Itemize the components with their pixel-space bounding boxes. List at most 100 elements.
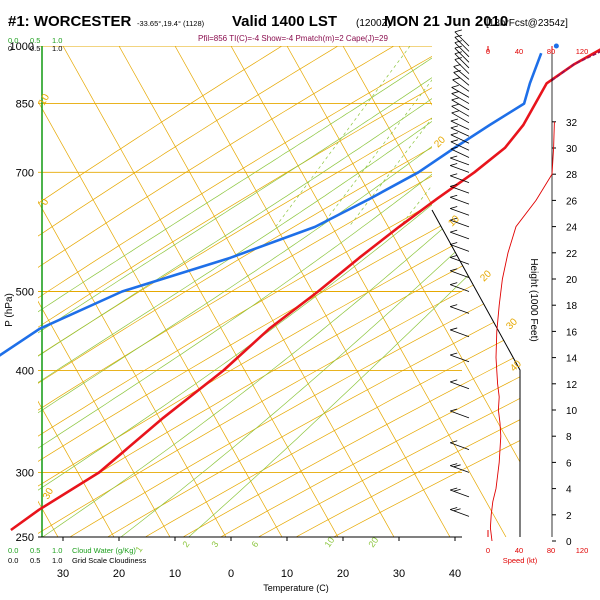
- wind-barb-flag: [453, 64, 461, 67]
- wind-barb-flag: [450, 183, 458, 187]
- legend-bottom-row1-2: 1.0: [52, 546, 62, 555]
- temperature-tick-label: 30: [393, 568, 405, 580]
- surface-dewpoint-dot: [553, 43, 559, 49]
- wind-barb: [453, 64, 470, 80]
- wind-barb-flag: [450, 379, 458, 383]
- zulu-time: (1200Z): [356, 18, 391, 29]
- mixing-ratio-label: 10: [322, 535, 336, 549]
- wind-barb: [450, 268, 470, 278]
- wind-barb-flag: [450, 487, 458, 491]
- wind-barb: [451, 97, 470, 111]
- wind-barb: [450, 327, 470, 338]
- moist-adiabat-line: [38, 46, 479, 537]
- dry-adiabat-line: [38, 46, 520, 537]
- wind-barb-flag: [450, 118, 458, 122]
- wind-barb-staff: [453, 72, 470, 86]
- legend-top-row2-0: 0: [8, 44, 12, 53]
- height-tick-label: 22: [566, 249, 578, 260]
- isotherm-line: [38, 46, 171, 537]
- wind-barb-staff: [454, 36, 470, 52]
- height-tick-label: 2: [566, 511, 572, 522]
- dry-adiabat-line: [38, 46, 520, 537]
- wind-barb-flag: [450, 139, 458, 143]
- station-coords: -33.65°,19.4° (1128): [137, 19, 205, 28]
- speed-top-tick-label: 40: [515, 47, 523, 56]
- speed-bottom-tick-label: 80: [547, 546, 555, 555]
- pressure-tick-label: 400: [16, 366, 34, 378]
- wind-barb-flag: [454, 40, 462, 44]
- temperature-tick-label: 10: [169, 568, 181, 580]
- mixing-ratio-line: [275, 46, 411, 228]
- temperature-line: [10, 48, 600, 532]
- wind-barb-staff: [450, 465, 470, 473]
- dry-adiabat-line: [38, 46, 481, 537]
- wind-barb-staff: [450, 270, 470, 278]
- wind-barb-staff: [450, 329, 470, 338]
- wind-barb-flag: [450, 217, 458, 221]
- wind-barb-flag: [451, 84, 459, 88]
- wind-barb-flag: [450, 463, 458, 466]
- wind-barb-flag: [454, 34, 462, 38]
- temperature-tick-label: 40: [449, 568, 461, 580]
- dry-adiabat-label: 10: [446, 213, 462, 229]
- chart-grid: [0, 46, 521, 541]
- height-axis-label: Height (1000 Feet): [528, 258, 539, 341]
- valid-time: Valid 1400 LST: [232, 13, 337, 30]
- wind-barb-staff: [450, 157, 470, 166]
- wind-barb-flag: [451, 97, 459, 101]
- wind-barb-flag: [450, 173, 458, 177]
- wind-barb: [454, 29, 470, 47]
- dry-adiabat-label: 0: [39, 197, 52, 208]
- wind-barb-flag: [453, 464, 461, 468]
- wind-barb-staff: [454, 47, 470, 63]
- moist-adiabat-line: [38, 46, 520, 537]
- moist-adiabat-line: [38, 46, 520, 537]
- wind-barb-staff: [451, 87, 470, 98]
- plot-boundary-line: [431, 209, 521, 537]
- dry-adiabat-label: 30: [41, 486, 56, 502]
- wind-barb-staff: [450, 127, 470, 137]
- legend-top-row1-2: 1.0: [52, 36, 62, 45]
- wind-barb-staff: [450, 231, 470, 240]
- dry-adiabat-line: [120, 46, 520, 537]
- mixing-ratio-label: 6: [249, 539, 260, 549]
- wind-barb-staff: [450, 175, 470, 183]
- dry-adiabat-line: [38, 46, 424, 537]
- wind-barb-flag: [450, 229, 458, 233]
- dry-adiabat-line: [38, 46, 520, 537]
- wind-barb: [450, 255, 470, 265]
- speed-top-tick-label: 120: [576, 47, 589, 56]
- isotherm-line: [38, 46, 115, 537]
- dry-adiabat-label: 20: [432, 134, 448, 150]
- wind-barb: [450, 146, 470, 158]
- wind-barb-flag: [453, 508, 461, 512]
- dry-adiabat-label: 30: [504, 316, 520, 332]
- wind-barb-flag: [450, 507, 458, 510]
- wind-barb-staff: [450, 141, 470, 151]
- dry-adiabat-label: 20: [478, 268, 494, 284]
- y-axis-label: P (hPa): [4, 293, 15, 327]
- moist-adiabat-line: [38, 46, 451, 537]
- speed-bottom-tick-label: 40: [515, 546, 523, 555]
- legend-top-row1-0: 0.0: [8, 36, 18, 45]
- station-title: #1: WORCESTER: [8, 13, 132, 30]
- legend-bottom-row2-1: 0.5: [30, 556, 40, 565]
- legend-bottom-row2-2: 1.0: [52, 556, 62, 565]
- wind-barb: [450, 132, 470, 144]
- wind-barb: [454, 34, 470, 52]
- isotherm-line: [0, 46, 2, 537]
- wind-barb: [450, 163, 470, 173]
- wind-barb-flag: [450, 155, 458, 159]
- wind-barb-staff: [450, 134, 470, 144]
- wind-barb: [451, 91, 470, 104]
- wind-barb-staff: [450, 257, 470, 265]
- wind-barb-staff: [450, 410, 470, 419]
- speed-axis-label: Speed (kt): [503, 556, 538, 565]
- wind-barb: [450, 507, 470, 517]
- wind-barb-flag: [451, 103, 459, 107]
- wind-barb-flag: [450, 408, 458, 412]
- wind-barb-staff: [450, 354, 470, 363]
- wind-barb-staff: [450, 284, 470, 292]
- wind-barb-flag: [450, 206, 458, 209]
